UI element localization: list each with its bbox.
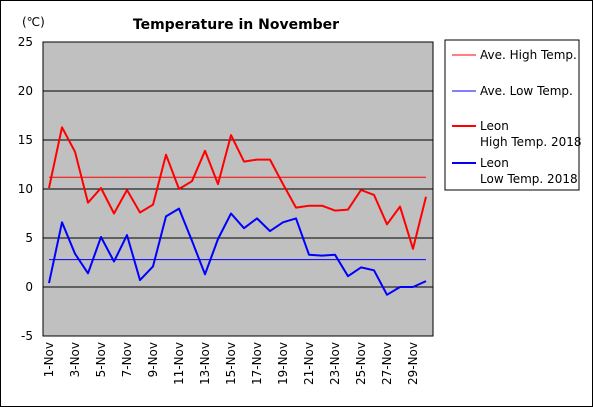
grid-lines xyxy=(43,90,433,288)
legend xyxy=(444,39,580,191)
x-tick-label: 23-Nov xyxy=(328,342,342,385)
x-tick-label: 13-Nov xyxy=(198,342,212,385)
series-line xyxy=(48,207,427,296)
legend-label: Leon xyxy=(480,119,509,133)
chart-title: Temperature in November xyxy=(133,17,339,33)
legend-label: Ave. High Temp. xyxy=(480,48,577,62)
y-tick-label: 0 xyxy=(25,280,33,294)
x-tick-label: 17-Nov xyxy=(250,342,264,385)
y-tick-label: 25 xyxy=(18,35,33,49)
series-line xyxy=(48,126,427,250)
y-axis-tick-labels: 25 20 15 10 5 0 -5 xyxy=(18,35,33,343)
y-tick-label: -5 xyxy=(21,329,33,343)
legend-label: Leon xyxy=(480,156,509,170)
y-tick-label: 10 xyxy=(18,182,33,196)
x-tick-label: 21-Nov xyxy=(302,342,316,385)
y-tick-label: 20 xyxy=(18,84,33,98)
x-tick-label: 27-Nov xyxy=(380,342,394,385)
series-lines xyxy=(48,126,427,296)
legend-label: Low Temp. 2018 xyxy=(480,172,578,186)
y-tick-label: 5 xyxy=(25,231,33,245)
unit-label: (℃) xyxy=(22,15,45,29)
y-tick-label: 15 xyxy=(18,133,33,147)
x-tick-label: 9-Nov xyxy=(146,342,160,377)
legend-label: High Temp. 2018 xyxy=(480,135,582,149)
x-tick-label: 7-Nov xyxy=(120,342,134,377)
x-tick-label: 15-Nov xyxy=(224,342,238,385)
x-tick-label: 11-Nov xyxy=(172,342,186,385)
legend-items: Ave. High Temp. Ave. Low Temp. Leon High Te… xyxy=(452,48,582,186)
legend-label: Ave. Low Temp. xyxy=(480,84,573,98)
x-tick-label: 3-Nov xyxy=(68,342,82,377)
x-tick-label: 1-Nov xyxy=(42,342,56,377)
x-tick-label: 19-Nov xyxy=(276,342,290,385)
x-tick-label: 29-Nov xyxy=(406,342,420,385)
x-tick-label: 25-Nov xyxy=(354,342,368,385)
x-axis-tick-labels: 1-Nov 3-Nov 5-Nov 7-Nov 9-Nov 11-Nov 13-Nov 15-… xyxy=(42,342,420,385)
x-tick-label: 5-Nov xyxy=(94,342,108,377)
